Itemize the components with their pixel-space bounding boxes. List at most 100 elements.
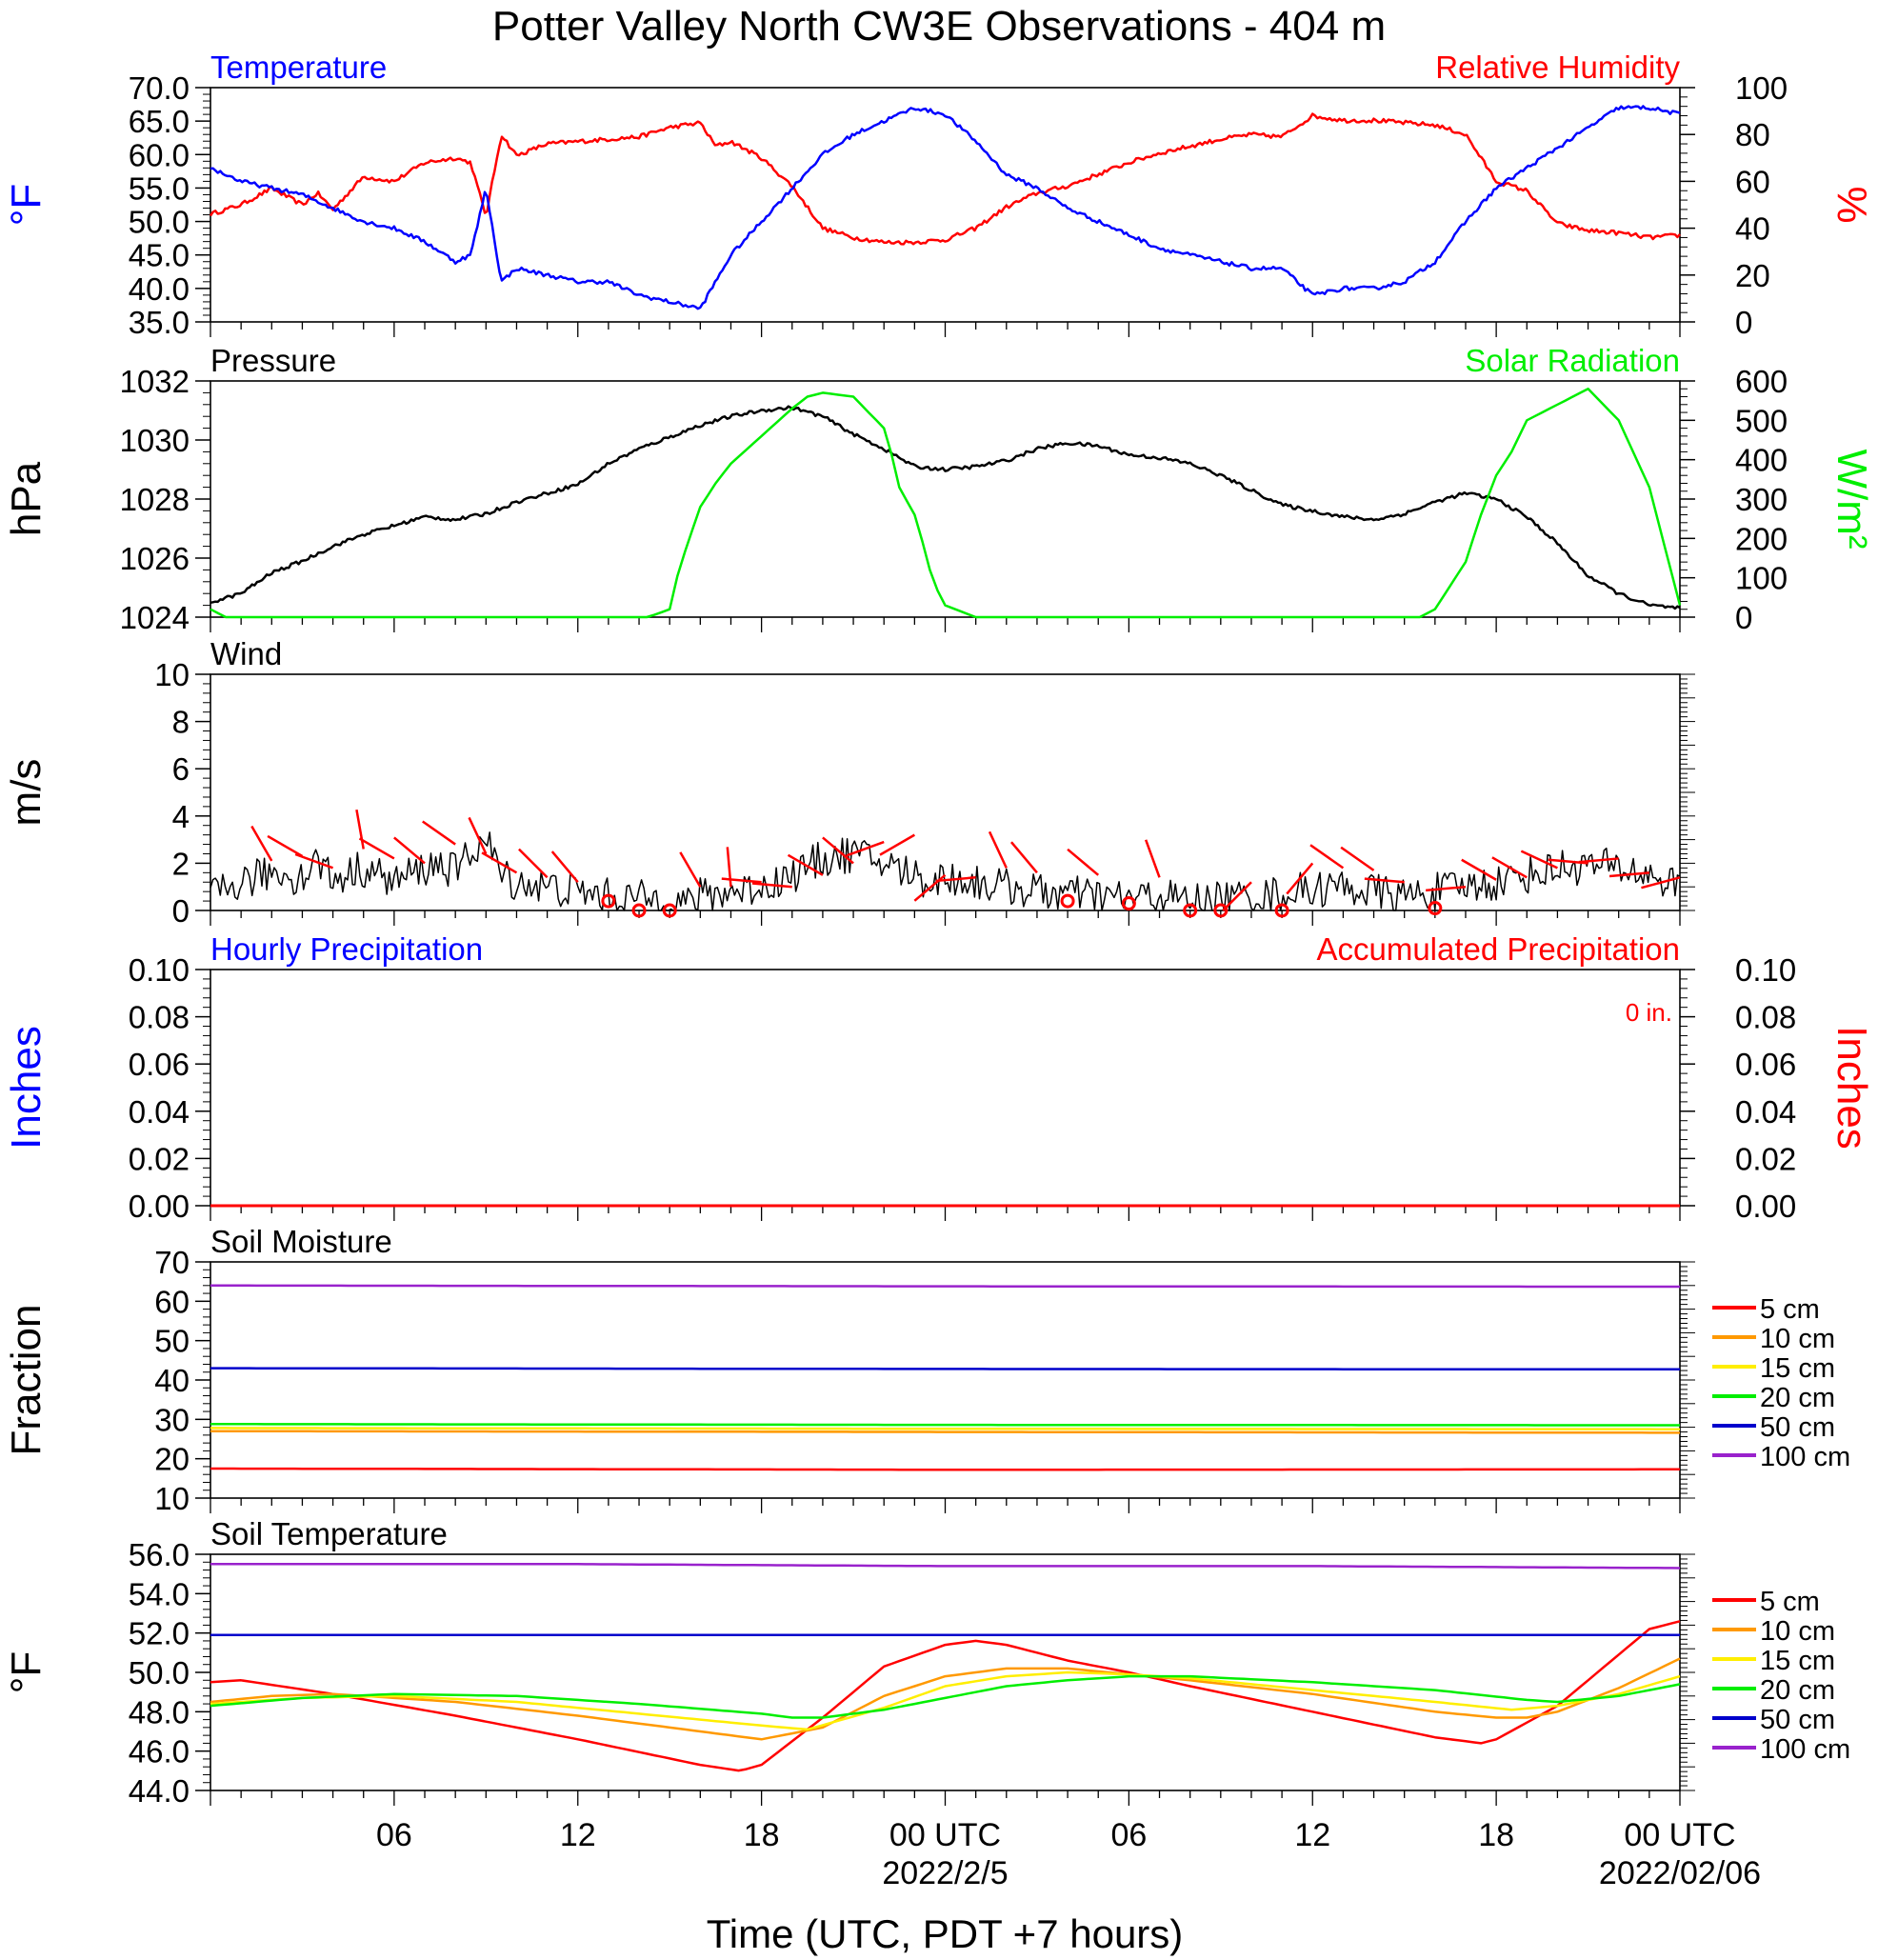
y-tick-label-left: 54.0 [129, 1576, 190, 1611]
wind-barb [393, 836, 426, 865]
y-tick-label-left: 45.0 [129, 238, 190, 273]
y-tick-label-right: 0 [1735, 600, 1752, 635]
panel-2: Pressure Solar Radiation 1024 1026 1028 1030 1… [3, 343, 1875, 635]
wind-barb-calm [1428, 901, 1443, 916]
wind-barb [1309, 844, 1345, 870]
wind-barb [1426, 885, 1467, 892]
y-tick-label-left: 20 [154, 1442, 190, 1477]
wind-barb [1608, 871, 1649, 878]
y-axis-label-left: Inches [3, 1026, 50, 1150]
wind-barb-calm [1274, 903, 1289, 918]
y-tick-label-right: 400 [1735, 443, 1788, 478]
wind-barb [481, 851, 518, 874]
wind-barb [550, 850, 579, 884]
panel-title-left: Pressure [210, 343, 336, 378]
y-tick-label-right: 60 [1735, 164, 1770, 199]
legend-label: 20 cm [1760, 1383, 1835, 1413]
y-tick-label-right: 0.06 [1735, 1047, 1796, 1082]
y-tick-label-right: 600 [1735, 364, 1788, 399]
legend-label: 100 cm [1760, 1734, 1850, 1765]
wind-barb [1222, 881, 1252, 911]
wind-barb [1461, 858, 1497, 881]
legend-label: 20 cm [1760, 1675, 1835, 1706]
y-tick-label-left: 1032 [120, 364, 190, 399]
x-tick-label: 00 UTC [889, 1817, 1001, 1853]
wind-barb [468, 816, 488, 855]
y-tick-label-left: 6 [172, 751, 190, 787]
wind-barb [1286, 862, 1314, 895]
wind-barb [988, 830, 1008, 869]
panels: Temperature Relative Humidity 35.040.045.0… [3, 50, 1875, 1809]
x-tick-date: 2022/02/06 [1599, 1855, 1761, 1891]
legend-label: 15 cm [1760, 1646, 1835, 1676]
wind-barb [518, 848, 549, 879]
y-tick-label-left: 65.0 [129, 104, 190, 139]
y-tick-label-left: 70.0 [129, 70, 190, 106]
wind-barb [267, 834, 304, 858]
y-axis-label-right: Inches [1828, 1026, 1875, 1150]
y-tick-label-left: 50 [154, 1324, 190, 1359]
x-tick-label: 12 [1294, 1817, 1330, 1853]
wind-barb-calm [631, 903, 647, 918]
y-axis-label-right: W/m² [1828, 449, 1875, 549]
y-tick-label-right: 100 [1735, 561, 1788, 596]
wind-barb [355, 809, 365, 850]
legend-label: 50 cm [1760, 1705, 1835, 1735]
wind-barb [250, 825, 273, 862]
y-tick-label-right: 40 [1735, 211, 1770, 247]
panel-title-left: Hourly Precipitation [210, 931, 483, 967]
y-tick-label-right: 0.08 [1735, 1000, 1796, 1035]
y-tick-label-left: 1026 [120, 541, 190, 576]
wind-barb [822, 836, 854, 865]
wind-barb [294, 852, 334, 870]
wind-barb [751, 882, 792, 889]
series-pressure [210, 405, 1681, 610]
y-tick-label-left: 0.10 [129, 952, 190, 988]
x-tick-label: 12 [560, 1817, 596, 1853]
panel-title-right: Relative Humidity [1435, 50, 1680, 85]
y-tick-label-right: 0 [1735, 305, 1752, 340]
series-solar-radiation [210, 388, 1682, 619]
y-tick-label-left: 56.0 [129, 1537, 190, 1572]
y-tick-label-left: 4 [172, 799, 190, 834]
x-tick-label: 06 [376, 1817, 412, 1853]
series-10-cm [210, 1657, 1681, 1741]
x-tick-label: 06 [1110, 1817, 1147, 1853]
y-tick-label-left: 0 [172, 893, 190, 929]
panel-4: Hourly Precipitation Accumulated Precipit… [3, 931, 1875, 1224]
y-tick-label-left: 55.0 [129, 170, 190, 206]
y-tick-label-left: 48.0 [129, 1694, 190, 1730]
series-wind [210, 831, 1681, 911]
wind-barb [1364, 877, 1405, 884]
wind-barb [1491, 856, 1528, 879]
y-tick-label-left: 0.04 [129, 1094, 190, 1130]
y-tick-label-left: 60.0 [129, 137, 190, 172]
y-tick-label-left: 70 [154, 1245, 190, 1280]
wind-barb [1067, 848, 1100, 876]
legend-label: 10 cm [1760, 1616, 1835, 1647]
wind-barb [1578, 857, 1619, 864]
legend-label: 100 cm [1760, 1442, 1850, 1472]
panel-title-right: Solar Radiation [1465, 343, 1680, 378]
y-axis-label-left: hPa [3, 461, 50, 536]
y-tick-label-right: 0.10 [1735, 952, 1796, 988]
wind-barb-calm [1183, 903, 1198, 918]
wind-barb-calm [1060, 893, 1075, 909]
wind-barb-calm [662, 903, 677, 918]
y-tick-label-left: 35.0 [129, 305, 190, 340]
panel-3: Wind 0 2 4 6 8 10 m/s [3, 636, 1695, 929]
series-100-cm [210, 1563, 1681, 1570]
series-50-cm [210, 1367, 1680, 1371]
wind-barb [721, 877, 762, 884]
y-tick-label-left: 8 [172, 705, 190, 740]
legend-label: 10 cm [1760, 1324, 1835, 1354]
panel-title-left: Soil Moisture [210, 1224, 392, 1259]
wind-barb [935, 876, 976, 883]
panel-title-right: Accumulated Precipitation [1316, 931, 1680, 967]
series-15-cm [210, 1670, 1681, 1731]
x-tick-date: 2022/2/5 [882, 1855, 1008, 1891]
y-tick-label-right: 0.00 [1735, 1189, 1796, 1224]
wind-barb [787, 853, 824, 876]
y-tick-label-right: 80 [1735, 117, 1770, 152]
x-tick-label: 18 [744, 1817, 780, 1853]
